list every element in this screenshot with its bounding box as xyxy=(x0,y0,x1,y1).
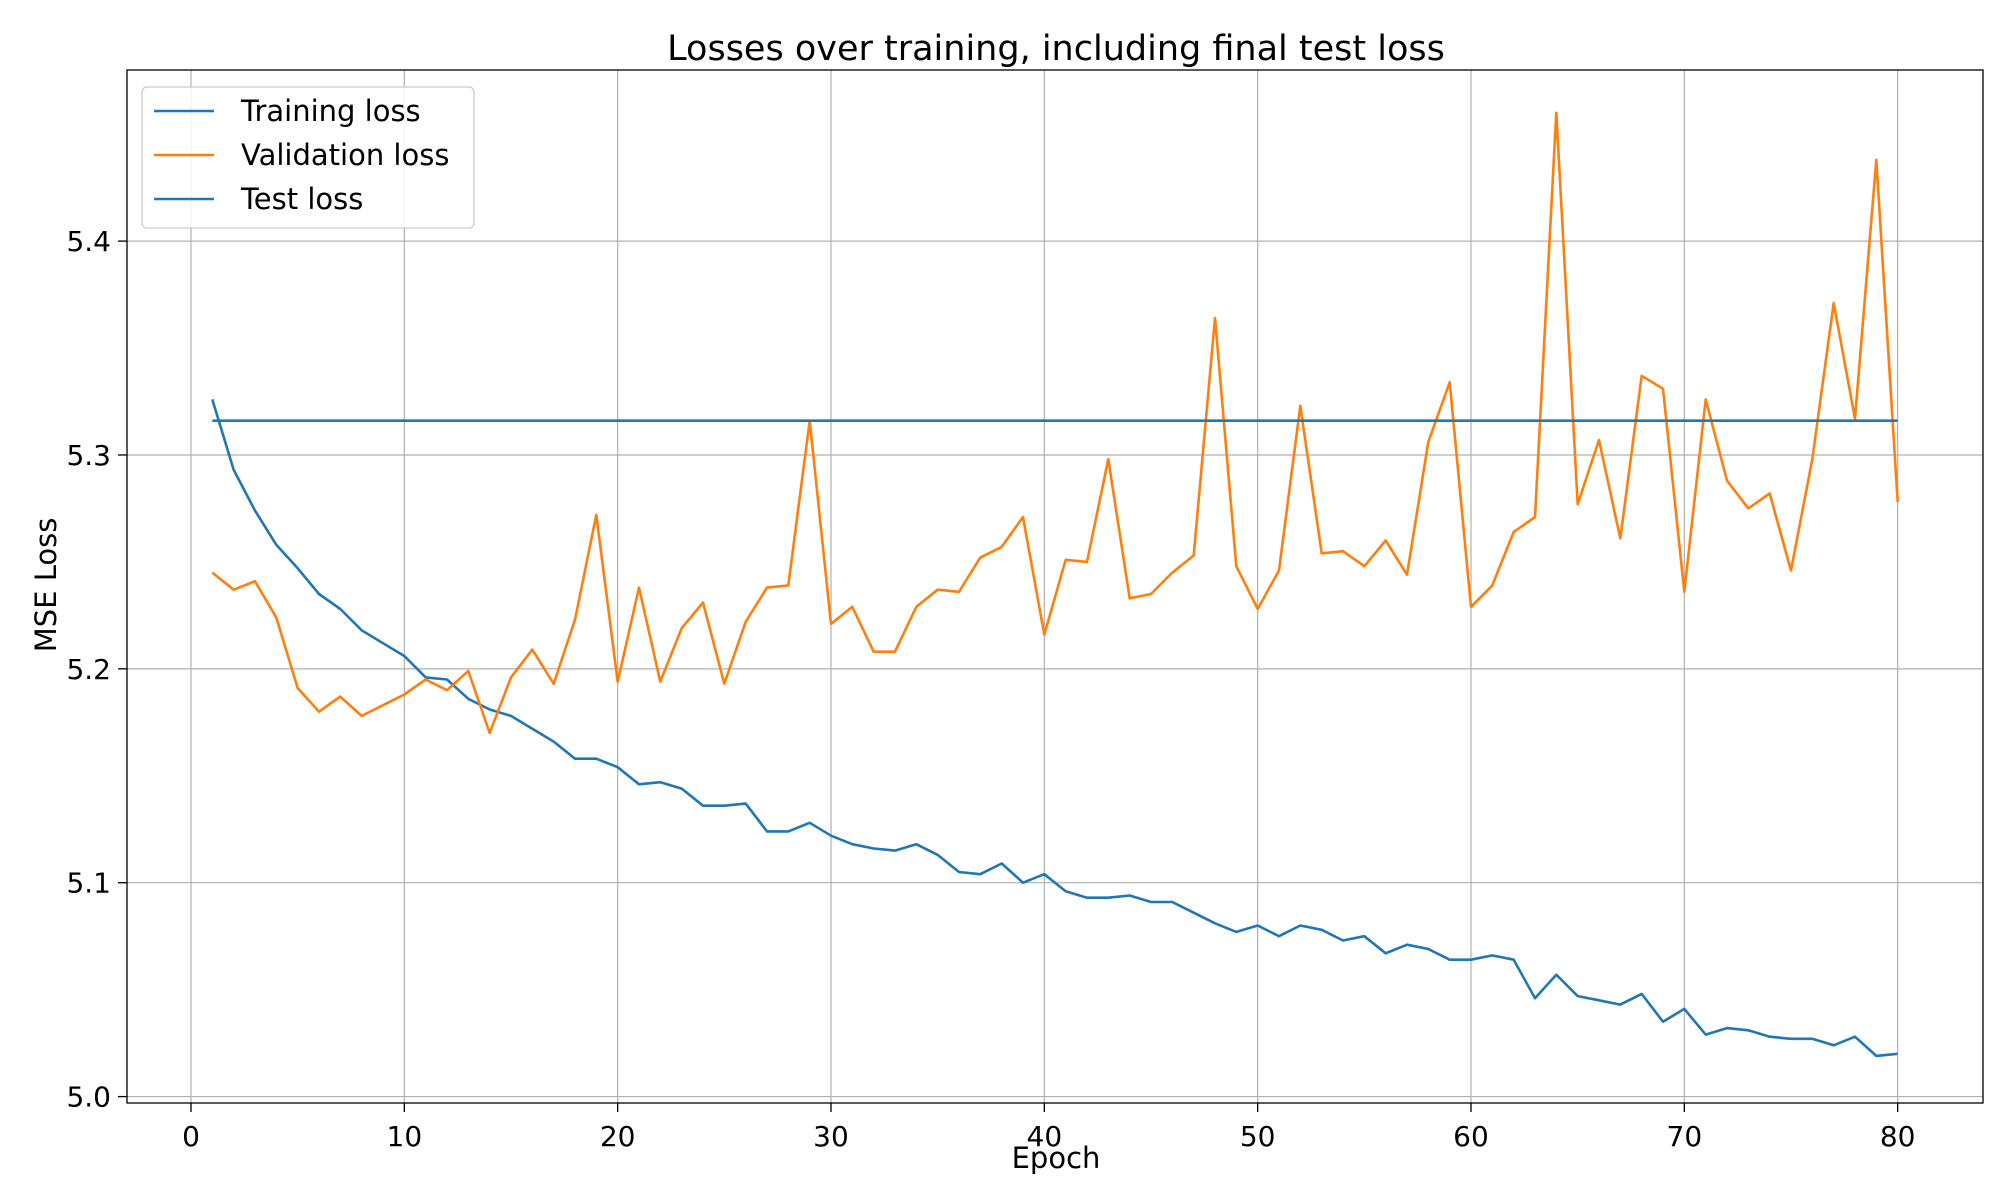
y-tick-label: 5.3 xyxy=(66,439,111,472)
legend-box xyxy=(141,86,475,229)
y-tick-label: 5.2 xyxy=(66,653,111,686)
legend-label: Training loss xyxy=(240,94,421,128)
y-axis-label: MSE Loss xyxy=(29,518,63,653)
x-tick-label: 10 xyxy=(387,1120,423,1153)
x-tick-label: 20 xyxy=(600,1120,636,1153)
plot-frame xyxy=(126,69,1984,1104)
plot-area xyxy=(211,111,1899,1058)
legend: Training loss Validation loss Test loss xyxy=(141,86,475,229)
axes-ticks: 0 10 20 30 40 50 60 70 80 5.0 5.1 5.2 5.3 5.4 xyxy=(66,225,1915,1153)
x-tick-label: 30 xyxy=(813,1120,849,1153)
x-tick-label: 0 xyxy=(182,1120,200,1153)
validation-loss-line xyxy=(211,111,1899,735)
x-axis-label: Epoch xyxy=(1012,1141,1101,1175)
y-tick-label: 5.1 xyxy=(66,867,111,900)
y-tick-label: 5.0 xyxy=(66,1081,111,1114)
chart-title: Losses over training, including final te… xyxy=(667,29,1445,69)
y-tick-label: 5.4 xyxy=(66,225,111,258)
x-tick-label: 50 xyxy=(1240,1120,1276,1153)
x-tick-label: 80 xyxy=(1880,1120,1916,1153)
legend-label: Validation loss xyxy=(241,138,449,172)
x-tick-label: 70 xyxy=(1667,1120,1703,1153)
training-loss-line xyxy=(211,399,1898,1058)
x-tick-label: 60 xyxy=(1453,1120,1489,1153)
x-tick-label: 40 xyxy=(1027,1120,1063,1153)
legend-label: Test loss xyxy=(240,182,363,216)
